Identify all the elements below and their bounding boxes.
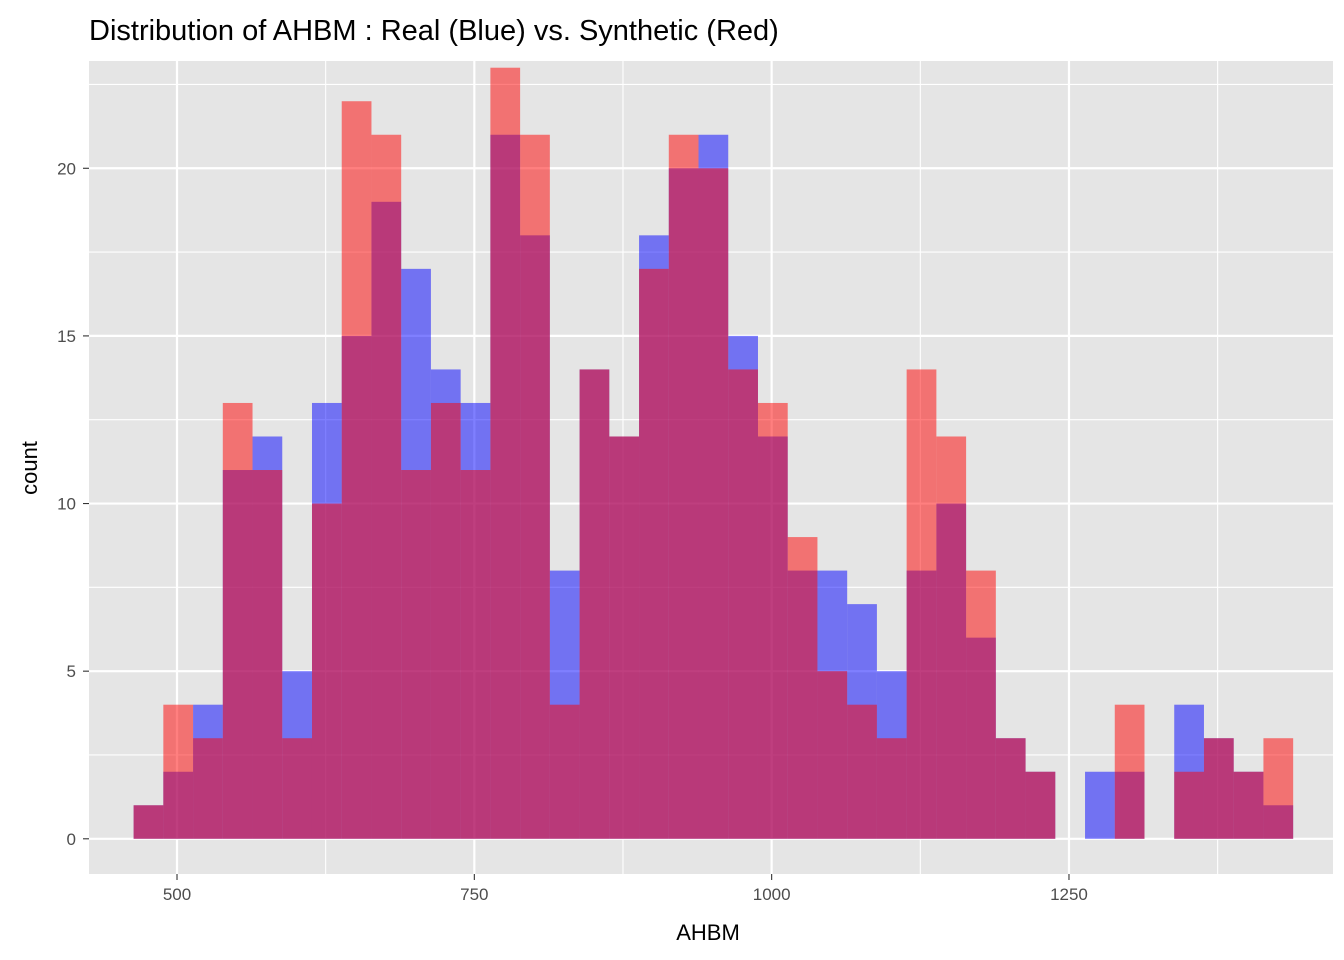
bars bbox=[133, 67, 1294, 839]
y-tick-label: 20 bbox=[57, 159, 76, 178]
bar-synthetic bbox=[1233, 771, 1264, 839]
bar-synthetic bbox=[549, 704, 580, 839]
chart-title: Distribution of AHBM : Real (Blue) vs. S… bbox=[89, 15, 779, 47]
bar-synthetic bbox=[1025, 771, 1056, 839]
bar-synthetic bbox=[1203, 738, 1234, 839]
bar-synthetic bbox=[133, 805, 164, 839]
bar-synthetic bbox=[876, 738, 907, 839]
bar-synthetic bbox=[282, 738, 312, 839]
bar-synthetic bbox=[609, 436, 640, 839]
bar-synthetic bbox=[311, 503, 342, 839]
bar-synthetic bbox=[401, 470, 431, 839]
bar-synthetic bbox=[1114, 704, 1145, 839]
bar-synthetic bbox=[787, 537, 818, 839]
bar-synthetic bbox=[995, 738, 1026, 839]
bar-synthetic bbox=[371, 134, 402, 839]
bar-synthetic bbox=[639, 268, 669, 839]
y-tick-label: 15 bbox=[57, 327, 76, 346]
bar-synthetic bbox=[936, 436, 967, 839]
series-synthetic bbox=[133, 67, 1294, 839]
x-tick-label: 500 bbox=[163, 885, 191, 904]
x-tick-label: 1000 bbox=[753, 885, 791, 904]
axes: 500 750 1000 1250 0 5 10 15 20 bbox=[57, 159, 1088, 904]
bar-synthetic bbox=[1174, 771, 1204, 839]
x-tick-label: 750 bbox=[460, 885, 488, 904]
bar-synthetic bbox=[222, 402, 253, 839]
bar-synthetic bbox=[193, 738, 223, 839]
bar-real bbox=[1085, 771, 1115, 839]
bar-synthetic bbox=[460, 470, 491, 839]
x-axis-title: AHBM bbox=[676, 920, 740, 945]
bar-synthetic bbox=[757, 402, 788, 839]
y-tick-label: 0 bbox=[67, 830, 76, 849]
x-tick-label: 1250 bbox=[1050, 885, 1088, 904]
bar-synthetic bbox=[668, 134, 699, 839]
bar-synthetic bbox=[1263, 738, 1294, 839]
bar-synthetic bbox=[698, 168, 729, 839]
bar-synthetic bbox=[728, 369, 758, 839]
bar-synthetic bbox=[252, 470, 283, 839]
bar-synthetic bbox=[490, 67, 521, 839]
bar-synthetic bbox=[579, 369, 610, 839]
bar-synthetic bbox=[520, 134, 550, 839]
y-axis-title: count bbox=[17, 441, 42, 495]
bar-synthetic bbox=[817, 671, 848, 839]
bar-synthetic bbox=[906, 369, 937, 839]
bar-synthetic bbox=[430, 402, 461, 839]
bar-synthetic bbox=[163, 704, 194, 839]
bar-synthetic bbox=[966, 570, 996, 839]
bar-synthetic bbox=[341, 101, 372, 839]
y-tick-label: 10 bbox=[57, 495, 76, 514]
y-tick-label: 5 bbox=[67, 662, 76, 681]
bar-synthetic bbox=[847, 704, 877, 839]
